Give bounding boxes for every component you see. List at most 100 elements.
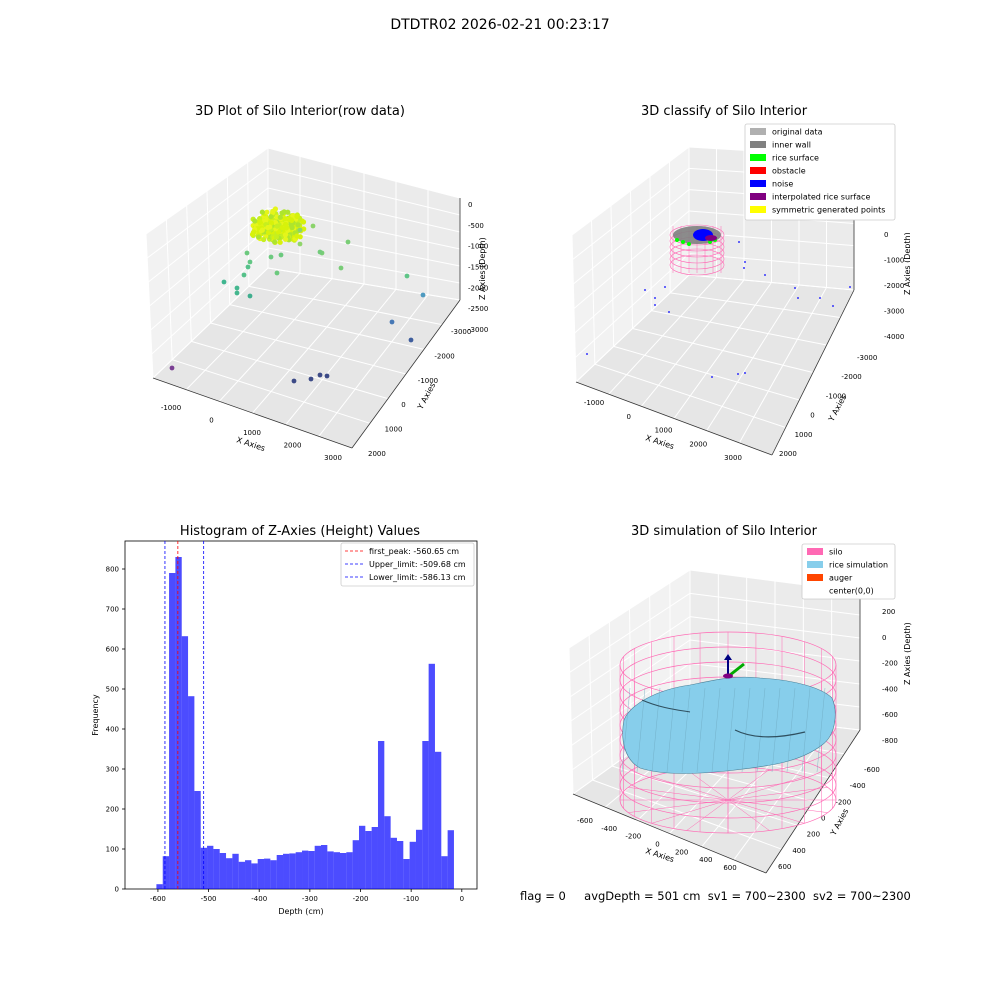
sim-rice-mesh bbox=[666, 687, 676, 773]
raw-point bbox=[244, 250, 250, 256]
raw-3d-plot[interactable]: -1000 0 1000 2000 3000 2000 1000 0 -1000 -2000 -30… bbox=[140, 140, 500, 460]
sim-rice-mesh bbox=[786, 687, 796, 773]
raw-point bbox=[294, 233, 300, 239]
hist-bar bbox=[188, 696, 195, 889]
hist-bar bbox=[213, 849, 220, 889]
hist-bar bbox=[365, 831, 372, 889]
hist-bar bbox=[346, 852, 353, 889]
hist-bar bbox=[169, 573, 176, 889]
sim-legend-box bbox=[801, 543, 896, 600]
hist-x-tick-label: -100 bbox=[403, 895, 419, 903]
raw-point bbox=[274, 270, 280, 276]
avg-depth-value: avgDepth = 501 cm bbox=[584, 889, 701, 903]
hist-bar bbox=[339, 853, 347, 889]
raw-point bbox=[389, 319, 395, 325]
raw-point bbox=[251, 229, 257, 235]
cls-legend-label: interpolated rice surface bbox=[772, 193, 870, 202]
raw-grid bbox=[145, 147, 269, 235]
raw-axes-box bbox=[145, 147, 461, 449]
raw-point bbox=[283, 221, 289, 227]
cls-noise-point bbox=[738, 241, 740, 243]
sim-legend-label: auger bbox=[829, 574, 853, 583]
cls-noise-point bbox=[743, 267, 745, 269]
hist-bar bbox=[219, 853, 227, 889]
sim-auger bbox=[729, 662, 745, 677]
hist-bar bbox=[377, 741, 385, 889]
raw-z-tick-label: -3000 bbox=[468, 326, 488, 334]
cls-x-tick-label: 2000 bbox=[689, 440, 707, 448]
raw-point bbox=[261, 236, 267, 243]
cls-noise-point bbox=[654, 304, 656, 306]
raw-x-tick-label: 3000 bbox=[324, 454, 342, 460]
raw-x-tick-label: -1000 bbox=[161, 404, 181, 412]
cls-noise-point bbox=[819, 297, 821, 299]
hist-bar bbox=[251, 863, 258, 889]
cls-legend-swatch bbox=[750, 180, 766, 187]
raw-point bbox=[420, 292, 426, 298]
sim-silo-bottom-spoke bbox=[651, 776, 729, 801]
sim-y-tick-label: -400 bbox=[850, 782, 866, 790]
cls-noise-point bbox=[644, 289, 646, 291]
sim-rice-mesh bbox=[801, 687, 811, 773]
raw-point bbox=[272, 239, 278, 245]
sim-left-pane bbox=[569, 570, 690, 794]
raw-point bbox=[297, 241, 303, 247]
sim-rice-mesh bbox=[696, 687, 706, 773]
hist-x-axis-label: Depth (cm) bbox=[278, 907, 323, 916]
hist-x-tick-label: -300 bbox=[302, 895, 318, 903]
sim-z-tick-label: -400 bbox=[882, 685, 898, 693]
sim-z-tick-label: -800 bbox=[882, 737, 898, 745]
cls-x-tick-label: -1000 bbox=[584, 399, 604, 407]
raw-point bbox=[290, 212, 296, 219]
raw-z-tick-label: -1000 bbox=[468, 243, 488, 251]
hist-bar bbox=[396, 841, 404, 889]
cls-noise-point bbox=[654, 297, 656, 299]
hist-bar bbox=[226, 858, 233, 889]
cls-legend-swatch bbox=[750, 167, 766, 174]
cls-z-axis-label: Z Axies (Depth) bbox=[903, 232, 910, 295]
sim-y-axis-line bbox=[765, 729, 861, 874]
raw-point bbox=[277, 214, 283, 220]
histogram-chart[interactable]: -600 -500 -400 -300 -200 -100 0 0 100 200 300 400 50… bbox=[80, 535, 490, 920]
cls-y-tick-label: -2000 bbox=[841, 373, 861, 381]
sim-z-tick-label: -600 bbox=[882, 711, 898, 719]
cls-noise-point bbox=[664, 286, 666, 288]
raw-point bbox=[278, 252, 284, 258]
raw-grid bbox=[248, 285, 443, 326]
classify-3d-plot[interactable]: -1000 0 1000 2000 3000 2000 1000 0 -1000 -2000 -30… bbox=[565, 120, 910, 465]
sim-silo-bottom-spoke bbox=[727, 799, 828, 813]
hist-x-tick-label: -200 bbox=[353, 895, 369, 903]
cls-noise-point bbox=[744, 261, 746, 263]
sim-x-tick-label: 600 bbox=[723, 864, 736, 872]
hist-bar bbox=[371, 827, 378, 889]
sim-rice-mesh bbox=[771, 687, 781, 773]
raw-point bbox=[273, 234, 280, 240]
hist-bar bbox=[358, 825, 366, 889]
cls-noise-point bbox=[832, 305, 834, 307]
hist-y-tick-label: 800 bbox=[106, 566, 119, 574]
cls-interp-surface bbox=[705, 235, 717, 241]
hist-bar bbox=[384, 816, 391, 889]
sim-center-arrow bbox=[724, 654, 732, 660]
raw-y-tick-label: -2000 bbox=[434, 352, 454, 360]
hist-bar bbox=[314, 845, 322, 889]
raw-point bbox=[234, 285, 240, 291]
raw-point bbox=[285, 209, 291, 215]
histogram-title: Histogram of Z-Axies (Height) Values bbox=[179, 524, 421, 539]
simulation-plot-title: 3D simulation of Silo Interior bbox=[631, 524, 817, 539]
raw-point bbox=[259, 227, 265, 233]
sv2-value: sv2 = 700~2300 bbox=[812, 889, 911, 903]
cls-legend-label: original data bbox=[772, 128, 823, 137]
raw-point bbox=[241, 272, 247, 278]
sim-rice-mesh bbox=[816, 687, 826, 773]
hist-bar bbox=[422, 741, 429, 889]
raw-point bbox=[324, 373, 330, 379]
cls-noise-point bbox=[764, 274, 766, 276]
sim-legend-swatch bbox=[807, 548, 823, 555]
raw-left-pane bbox=[146, 148, 268, 378]
cls-noise-point bbox=[586, 353, 588, 355]
hist-y-tick-label: 100 bbox=[106, 846, 119, 854]
raw-x-tick-label: 1000 bbox=[243, 429, 261, 437]
sim-x-tick-label: 200 bbox=[675, 848, 688, 856]
